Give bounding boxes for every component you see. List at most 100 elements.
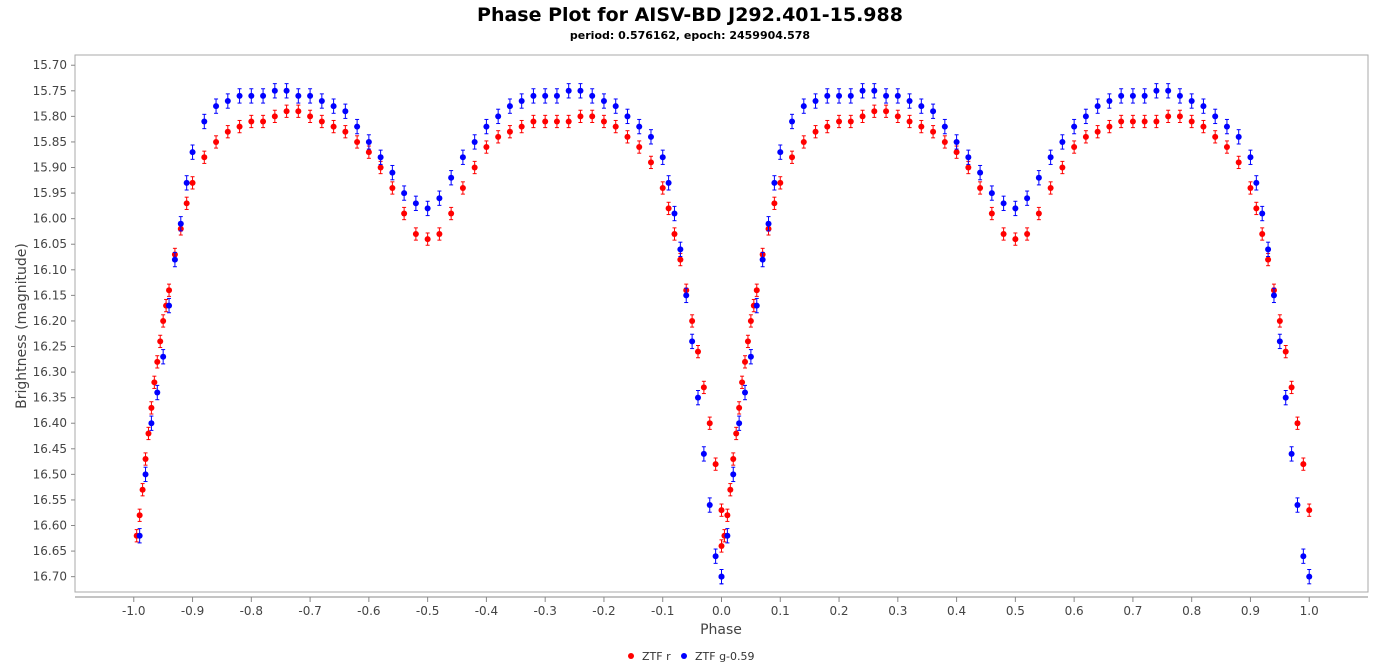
data-point — [1035, 210, 1042, 217]
data-point — [154, 389, 161, 396]
data-point — [201, 118, 208, 125]
x-tick-label: 0.6 — [1065, 604, 1084, 618]
data-point — [765, 220, 772, 227]
x-tick-label: -0.3 — [533, 604, 556, 618]
data-point — [706, 420, 713, 427]
x-tick-label: 0.8 — [1182, 604, 1201, 618]
data-point — [771, 179, 778, 186]
data-point — [354, 123, 361, 130]
data-point — [871, 108, 878, 115]
data-point — [1300, 553, 1307, 560]
data-point — [1071, 123, 1078, 130]
y-tick-label: 16.50 — [33, 467, 67, 481]
data-point — [977, 184, 984, 191]
data-point — [1259, 210, 1266, 217]
data-point — [671, 210, 678, 217]
data-point — [506, 103, 513, 110]
data-point — [330, 123, 337, 130]
data-point — [307, 92, 314, 99]
data-point — [201, 154, 208, 161]
data-point — [1306, 573, 1313, 580]
data-point — [1153, 87, 1160, 94]
data-point — [377, 154, 384, 161]
data-points — [133, 83, 1313, 585]
data-point — [612, 103, 619, 110]
data-point — [577, 113, 584, 120]
data-point — [530, 92, 537, 99]
data-point — [342, 128, 349, 135]
data-point — [151, 379, 158, 386]
data-point — [988, 190, 995, 197]
data-point — [1106, 98, 1113, 105]
data-point — [1235, 159, 1242, 166]
data-point — [248, 92, 255, 99]
y-tick-label: 16.40 — [33, 416, 67, 430]
y-tick-label: 16.65 — [33, 544, 67, 558]
data-point — [283, 87, 290, 94]
data-point — [1288, 384, 1295, 391]
y-tick-label: 15.80 — [33, 109, 67, 123]
data-point — [836, 92, 843, 99]
y-tick-label: 15.70 — [33, 58, 67, 72]
x-tick-label: -0.1 — [651, 604, 674, 618]
y-tick-label: 16.05 — [33, 237, 67, 251]
data-point — [906, 98, 913, 105]
data-point — [318, 98, 325, 105]
data-point — [412, 200, 419, 207]
data-point — [1276, 317, 1283, 324]
data-point — [260, 92, 267, 99]
data-point — [742, 358, 749, 365]
data-point — [777, 149, 784, 156]
data-point — [1153, 118, 1160, 125]
data-point — [236, 92, 243, 99]
data-point — [742, 389, 749, 396]
data-point — [518, 98, 525, 105]
chart-subtitle: period: 0.576162, epoch: 2459904.578 — [570, 29, 810, 42]
data-point — [1012, 205, 1019, 212]
data-point — [659, 154, 666, 161]
data-point — [389, 184, 396, 191]
data-point — [518, 123, 525, 130]
x-tick-label: -1.0 — [122, 604, 145, 618]
x-tick-label: -0.6 — [357, 604, 380, 618]
x-tick-label: 0.0 — [712, 604, 731, 618]
y-tick-label: 16.00 — [33, 212, 67, 226]
data-point — [1294, 420, 1301, 427]
data-point — [1071, 144, 1078, 151]
data-point — [542, 118, 549, 125]
data-point — [677, 256, 684, 263]
data-point — [894, 113, 901, 120]
data-point — [1118, 118, 1125, 125]
data-point — [689, 317, 696, 324]
data-point — [1294, 502, 1301, 509]
x-tick-label: 0.9 — [1241, 604, 1260, 618]
data-point — [1253, 205, 1260, 212]
data-point — [530, 118, 537, 125]
y-tick-label: 16.15 — [33, 288, 67, 302]
x-axis: -1.0 -0.9 -0.8 -0.7 -0.6 -0.5 -0.4 -0.3 -0.2 -0.1… — [75, 596, 1368, 618]
data-point — [824, 123, 831, 130]
data-point — [753, 302, 760, 309]
data-point — [389, 169, 396, 176]
data-point — [589, 92, 596, 99]
data-point — [183, 179, 190, 186]
data-point — [730, 471, 737, 478]
data-point — [589, 113, 596, 120]
data-point — [847, 92, 854, 99]
data-point — [1024, 195, 1031, 202]
y-tick-label: 16.20 — [33, 314, 67, 328]
y-tick-label: 16.60 — [33, 519, 67, 533]
y-tick-label: 15.95 — [33, 186, 67, 200]
data-point — [459, 184, 466, 191]
data-point — [718, 573, 725, 580]
data-point — [671, 231, 678, 237]
data-point — [1223, 123, 1230, 130]
data-point — [953, 149, 960, 156]
data-point — [636, 123, 643, 130]
data-point — [142, 471, 149, 478]
x-tick-label: 0.5 — [1006, 604, 1025, 618]
data-point — [1106, 123, 1113, 130]
data-point — [401, 210, 408, 217]
data-point — [271, 113, 278, 120]
x-tick-label: -0.9 — [181, 604, 204, 618]
